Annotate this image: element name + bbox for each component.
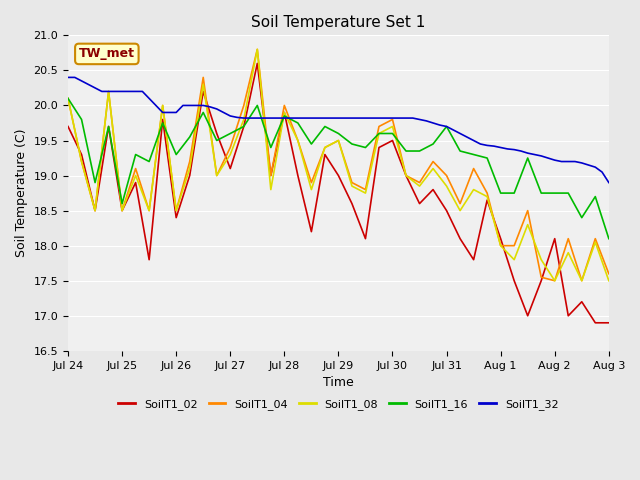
Legend: SoilT1_02, SoilT1_04, SoilT1_08, SoilT1_16, SoilT1_32: SoilT1_02, SoilT1_04, SoilT1_08, SoilT1_… [114,395,563,415]
Text: TW_met: TW_met [79,48,135,60]
Y-axis label: Soil Temperature (C): Soil Temperature (C) [15,129,28,257]
Title: Soil Temperature Set 1: Soil Temperature Set 1 [252,15,426,30]
X-axis label: Time: Time [323,376,354,389]
